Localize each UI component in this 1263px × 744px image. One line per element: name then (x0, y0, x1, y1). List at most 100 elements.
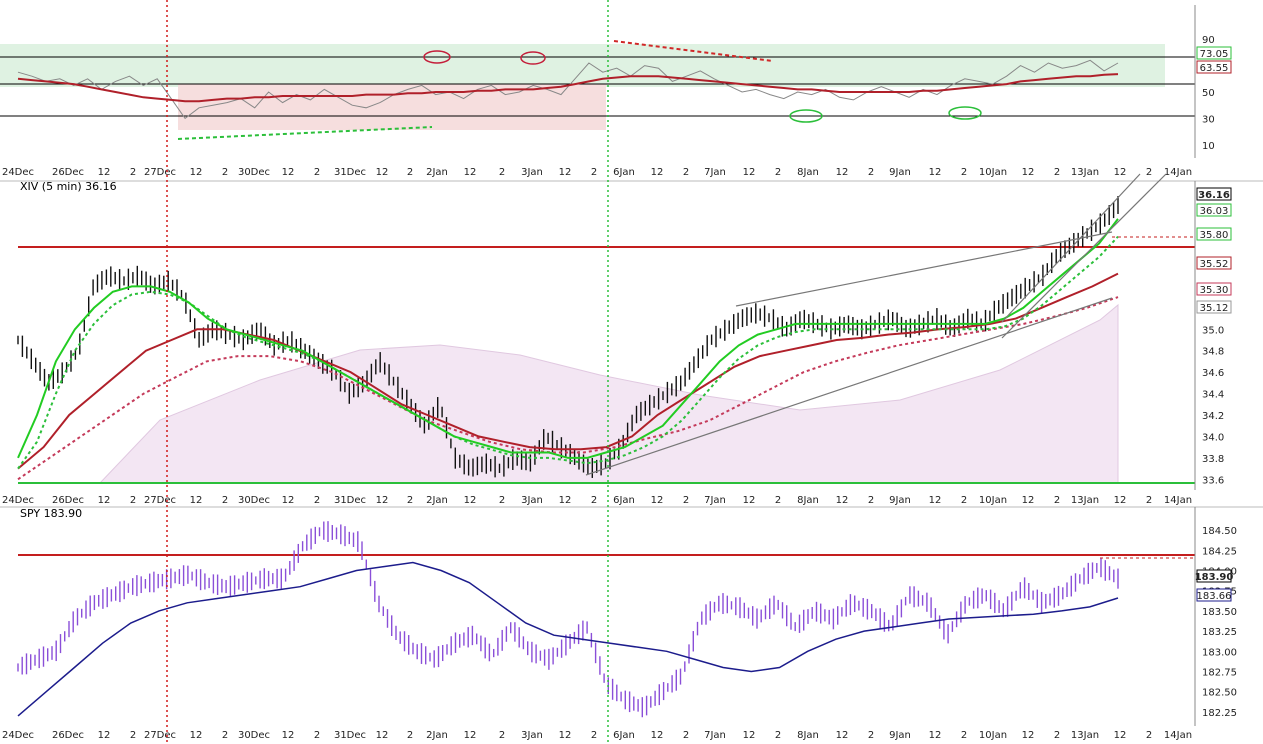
x-tick-label: 2 (314, 167, 320, 178)
x-tick-label: 2 (591, 730, 597, 741)
x-tick-label: 8Jan (797, 730, 819, 741)
y-tick-label: 34.6 (1202, 368, 1224, 379)
price-panel: XIV (5 min) 36.16 33.6 33.8 34.0 34.2 34.4 34… (0, 173, 1263, 506)
x-tick-label: 14Jan (1164, 495, 1192, 506)
price-label-ma-slow: 35.30 (1196, 282, 1232, 296)
x-tick-label: 12 (743, 730, 756, 741)
x-tick-label: 12 (1114, 495, 1127, 506)
ma-fast-line (17, 218, 1119, 459)
volume-profile-area (98, 303, 1119, 484)
price-label-ma-mid: 35.52 (1196, 256, 1232, 270)
trend-line-upper (735, 231, 1113, 307)
x-tick-label: 2 (222, 730, 228, 741)
rsi-y-axis: 90 50 30 10 (1202, 35, 1215, 152)
x-tick-label: 12 (376, 730, 389, 741)
y-tick-label: 184.25 (1202, 546, 1237, 557)
y-tick-label: 183.50 (1202, 607, 1237, 618)
ma-fast-dotted-line (17, 235, 1119, 470)
y-tick-label: 33.6 (1202, 475, 1224, 486)
x-tick-label: 12 (929, 167, 942, 178)
svg-text:35.12: 35.12 (1200, 303, 1229, 314)
x-tick-label: 2 (1054, 167, 1060, 178)
x-tick-label: 2 (591, 167, 597, 178)
x-tick-label: 12 (190, 495, 203, 506)
spy-label-ma: 183.66 (1196, 588, 1232, 602)
x-tick-label: 27Dec (144, 495, 176, 506)
x-tick-label: 30Dec (238, 730, 270, 741)
x-tick-label: 12 (98, 730, 111, 741)
x-tick-label: 12 (282, 730, 295, 741)
x-tick-label: 12 (376, 495, 389, 506)
x-tick-label: 3Jan (521, 167, 543, 178)
svg-text:35.30: 35.30 (1200, 285, 1229, 296)
x-tick-label: 12 (376, 167, 389, 178)
x-tick-label: 12 (190, 730, 203, 741)
x-tick-label: 7Jan (704, 730, 726, 741)
x-tick-label: 31Dec (334, 495, 366, 506)
x-tick-label: 14Jan (1164, 167, 1192, 178)
x-tick-label: 12 (929, 495, 942, 506)
x-tick-label: 10Jan (979, 167, 1007, 178)
y-tick-label: 35.0 (1202, 325, 1224, 336)
x-tick-label: 2Jan (426, 730, 448, 741)
x-tick-label: 12 (929, 730, 942, 741)
rsi-value-label-1: 73.05 (1196, 46, 1232, 60)
x-tick-label: 2 (407, 495, 413, 506)
x-tick-label: 2 (407, 167, 413, 178)
x-tick-label: 13Jan (1071, 167, 1099, 178)
x-tick-label: 8Jan (797, 495, 819, 506)
x-tick-label: 27Dec (144, 167, 176, 178)
x-tick-label: 12 (464, 730, 477, 741)
x-tick-label: 31Dec (334, 167, 366, 178)
x-tick-label: 12 (464, 167, 477, 178)
x-tick-label: 12 (651, 730, 664, 741)
x-tick-label: 12 (190, 167, 203, 178)
price-panel-title: XIV (5 min) 36.16 (20, 180, 117, 193)
y-tick-label: 34.0 (1202, 432, 1224, 443)
x-tick-label: 26Dec (52, 730, 84, 741)
rsi-x-axis: 24Dec 26Dec 12 2 27Dec 12 2 30Dec 12 2 31Dec 12 2 2Ja… (2, 167, 1192, 178)
x-tick-label: 2 (1054, 495, 1060, 506)
y-tick-label: 33.8 (1202, 454, 1224, 465)
price-label-ma-fast: 36.03 (1196, 203, 1232, 217)
y-tick-label: 34.2 (1202, 411, 1224, 422)
x-tick-label: 2 (775, 167, 781, 178)
x-tick-label: 12 (1022, 167, 1035, 178)
x-tick-label: 12 (1114, 167, 1127, 178)
x-tick-label: 2 (868, 495, 874, 506)
rsi-raw-line (17, 59, 1119, 120)
x-tick-label: 2 (222, 495, 228, 506)
rsi-value-label-2: 63.55 (1196, 60, 1232, 74)
x-tick-label: 9Jan (889, 495, 911, 506)
x-tick-label: 7Jan (704, 495, 726, 506)
rsi-overbought-zone (0, 44, 1165, 87)
x-tick-label: 2 (130, 495, 136, 506)
y-tick-label: 34.8 (1202, 347, 1224, 358)
x-tick-label: 2 (775, 495, 781, 506)
x-tick-label: 2 (1146, 495, 1152, 506)
x-tick-label: 12 (559, 167, 572, 178)
x-tick-label: 2 (499, 730, 505, 741)
svg-text:35.52: 35.52 (1200, 259, 1229, 270)
y-tick-label: 184.50 (1202, 526, 1237, 537)
rsi-panel: 90 50 30 10 73.05 63.55 24Dec 26Dec 12 2 27Dec 1… (0, 5, 1232, 178)
y-tick-label: 182.75 (1202, 668, 1237, 679)
x-tick-label: 6Jan (613, 167, 635, 178)
svg-text:36.16: 36.16 (1198, 190, 1230, 201)
x-tick-label: 12 (743, 167, 756, 178)
rsi-ma-line (17, 73, 1119, 103)
x-tick-label: 3Jan (521, 730, 543, 741)
y-tick-label: 50 (1202, 88, 1215, 99)
spy-bars (17, 521, 1119, 718)
rsi-divergence-line-bear (613, 40, 774, 62)
x-tick-label: 12 (1114, 730, 1127, 741)
y-tick-label: 183.00 (1202, 647, 1237, 658)
trend-line-lower (585, 297, 1113, 476)
x-tick-label: 9Jan (889, 167, 911, 178)
x-tick-label: 3Jan (521, 495, 543, 506)
x-tick-label: 2 (868, 730, 874, 741)
y-tick-label: 90 (1202, 35, 1215, 46)
x-tick-label: 6Jan (613, 495, 635, 506)
spy-y-axis: 184.50184.25184.00183.75183.50183.25183.… (1202, 526, 1237, 719)
